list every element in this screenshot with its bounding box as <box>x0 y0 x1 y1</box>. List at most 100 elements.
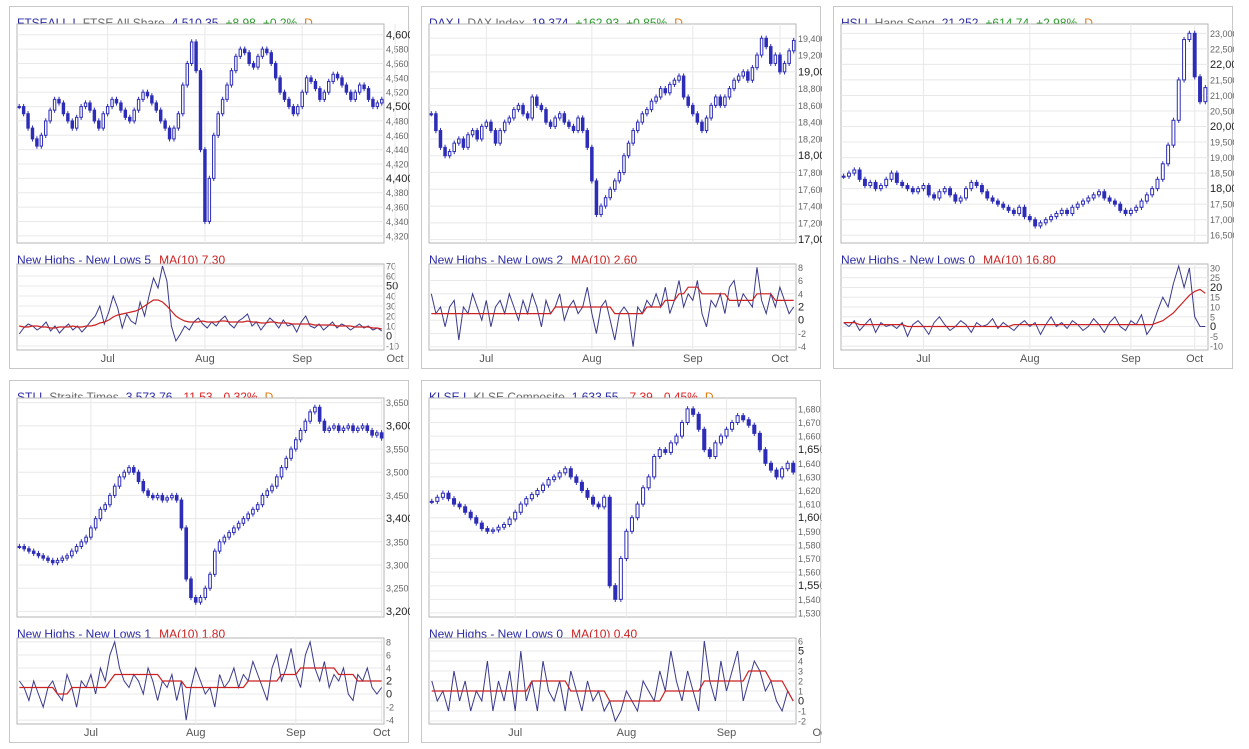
candle <box>74 116 79 129</box>
x-tick-label: Aug <box>186 727 206 739</box>
x-tick-label: Jul <box>508 727 522 739</box>
candle <box>176 113 181 129</box>
candle <box>649 100 654 111</box>
y-tick-label: 19,200 <box>798 51 822 61</box>
candle <box>255 504 260 510</box>
candle <box>791 39 796 52</box>
candle <box>657 449 662 457</box>
candle <box>366 88 371 100</box>
candle <box>1134 206 1139 211</box>
period-label[interactable]: D <box>1084 16 1093 30</box>
candle <box>900 181 905 187</box>
x-tick-label: Oct <box>386 353 403 365</box>
candle <box>759 37 764 56</box>
candle <box>344 84 349 93</box>
candle <box>691 408 696 415</box>
candle <box>303 420 308 431</box>
y-tick-label: 3,200 <box>386 606 410 618</box>
candle <box>548 121 553 127</box>
y-tick-label: 6 <box>386 650 391 660</box>
y-tick-label: 1,570 <box>798 554 821 564</box>
candle <box>446 492 451 500</box>
y-tick-label: 30 <box>1210 263 1220 273</box>
candle <box>782 62 787 73</box>
candle <box>590 146 594 182</box>
candle <box>617 172 622 182</box>
candle <box>979 185 984 193</box>
candle <box>260 48 265 57</box>
candle <box>485 528 490 532</box>
candle <box>727 88 732 98</box>
candle <box>163 120 167 129</box>
candle <box>624 530 629 560</box>
y-tick-label: 22,000 <box>1210 59 1234 71</box>
candle <box>212 550 217 575</box>
candle <box>212 134 216 179</box>
x-tick-label: Oct <box>373 727 390 739</box>
candle <box>70 550 74 557</box>
candle <box>198 70 203 151</box>
candle <box>1166 144 1171 165</box>
candle <box>607 496 612 587</box>
candle <box>562 113 567 123</box>
candle <box>780 468 785 478</box>
candle <box>502 121 507 132</box>
candle <box>529 494 534 500</box>
nhnl-line <box>430 267 795 347</box>
candle <box>645 109 649 115</box>
nhnl-line <box>843 264 1206 338</box>
candle <box>764 37 768 48</box>
y-tick-label: 2 <box>798 302 804 314</box>
candle <box>646 476 651 489</box>
candle <box>932 194 937 199</box>
candle <box>158 109 163 122</box>
y-tick-label: 3,600 <box>386 420 410 432</box>
candle <box>889 172 894 180</box>
candle <box>468 511 473 519</box>
candle <box>1070 206 1075 214</box>
period-label[interactable]: D <box>674 16 683 30</box>
candle <box>225 84 229 100</box>
ma-line <box>19 667 382 695</box>
candle <box>74 545 79 552</box>
candle <box>52 98 57 111</box>
chart-panel-hsi[interactable]: HSI.I Hang Seng 21,252 +614.74 +2.98% D New H… <box>833 6 1234 369</box>
candle <box>379 432 384 439</box>
y-tick-label: 10 <box>386 322 396 332</box>
candle <box>61 102 66 115</box>
candle <box>97 120 101 129</box>
y-tick-label: 3,250 <box>386 584 409 594</box>
main-plot-area <box>428 397 797 618</box>
candle <box>1081 200 1085 205</box>
y-tick-label: 21,500 <box>1210 75 1234 85</box>
candle <box>375 432 379 436</box>
y-tick-label: 20,500 <box>1210 106 1234 116</box>
y-tick-label: 1,640 <box>798 459 821 469</box>
candle <box>434 113 438 132</box>
candle <box>273 62 278 79</box>
period-label[interactable]: D <box>264 390 274 404</box>
y-tick-label: 18,600 <box>798 101 822 111</box>
y-tick-label: 1,660 <box>798 432 821 442</box>
candle <box>136 98 141 111</box>
chart-panel-sti[interactable]: STI.I Straits Times 3,573.76 -11.53 -0.32% D … <box>9 380 410 743</box>
candle <box>155 494 160 499</box>
candle <box>289 448 293 459</box>
period-label[interactable]: D <box>304 16 313 30</box>
candle <box>516 104 521 111</box>
candle <box>663 449 668 453</box>
period-label[interactable]: D <box>704 390 714 404</box>
candle <box>174 494 179 501</box>
candle <box>304 77 309 93</box>
candle <box>48 109 52 122</box>
chart-panel-dax[interactable]: DAX.I DAX Index 19,374 +162.93 +0.85% D New H… <box>421 6 822 369</box>
candle <box>203 149 207 222</box>
candle <box>668 442 673 453</box>
candle <box>518 503 523 513</box>
chart-panel-klse[interactable]: KLSE.I KLSE Composite 1,633.55 -7.39 -0.45% D… <box>421 380 822 743</box>
candle <box>594 180 599 215</box>
candle <box>752 424 757 434</box>
candle <box>857 169 862 180</box>
candle <box>27 548 31 552</box>
chart-panel-ftse[interactable]: FTSEALL.I FTSE All Share 4,510.35 +8.98 +0.2… <box>9 6 410 369</box>
